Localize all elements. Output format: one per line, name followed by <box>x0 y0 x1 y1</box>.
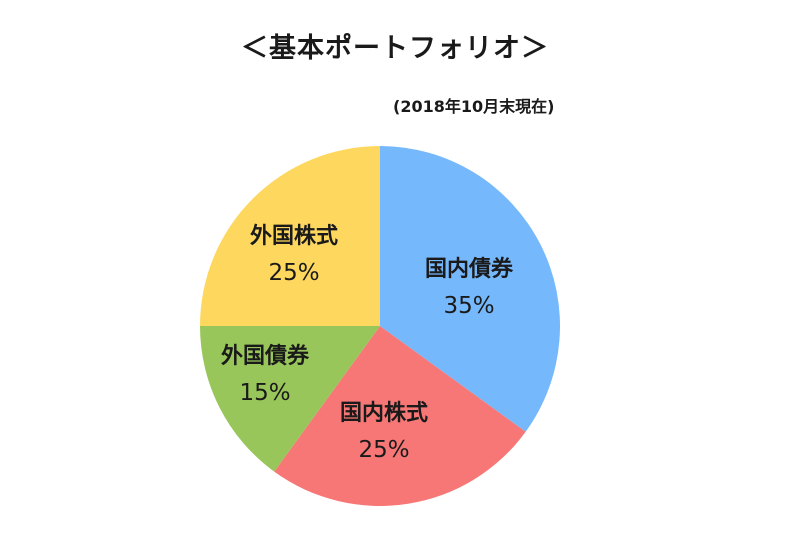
slice-label-4: 外国株式 <box>250 223 338 249</box>
slice-label-3: 外国債券 <box>221 343 310 369</box>
slice-value-2: 25% <box>358 437 409 463</box>
slice-label-2: 国内株式 <box>340 401 428 426</box>
slice-value-1: 35% <box>443 293 494 319</box>
slice-value-4: 25% <box>268 260 319 286</box>
slice-value-3: 15% <box>239 380 290 406</box>
slice-label-1: 国内債券 <box>425 256 514 282</box>
